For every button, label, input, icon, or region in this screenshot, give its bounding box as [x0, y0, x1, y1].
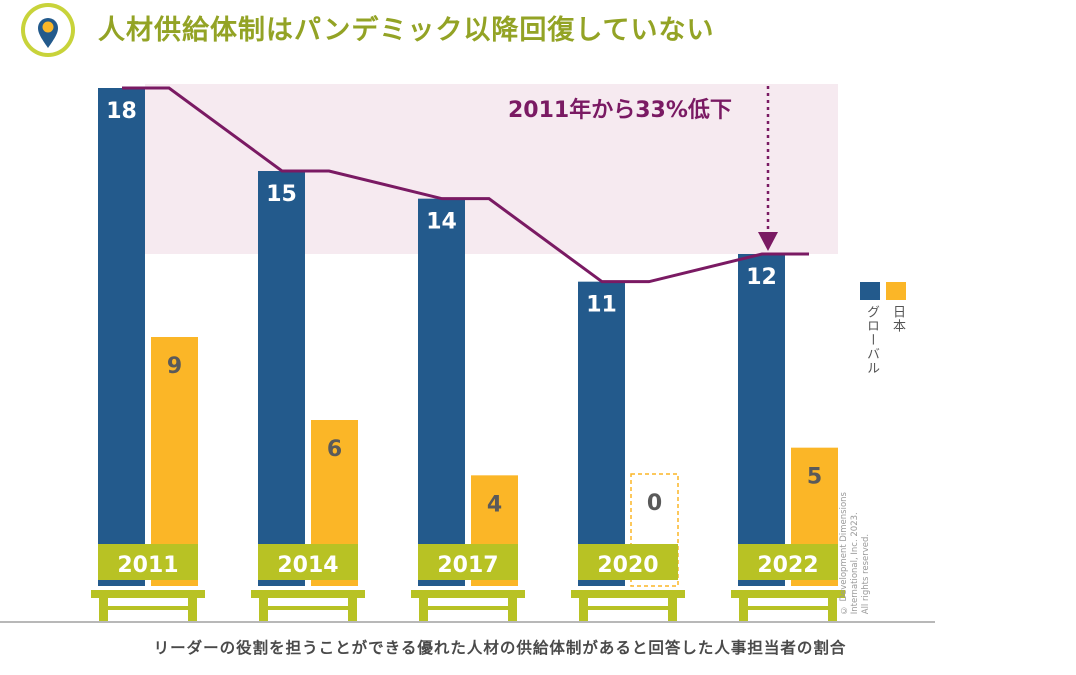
bench-leg-left-2022 — [739, 598, 748, 622]
decline-arrow-head — [758, 232, 778, 251]
map-pin-icon — [21, 3, 75, 57]
copyright-line-3: All rights reserved. — [861, 533, 871, 615]
bench-leg-left-2017 — [419, 598, 428, 622]
label-global-2011: 18 — [106, 99, 137, 124]
copyright-line-1: © Development Dimensions — [839, 492, 849, 615]
bench-brace-2011 — [108, 606, 188, 610]
year-label-2014: 2014 — [277, 553, 338, 578]
decline-annotation: 2011年から33%低下 — [508, 98, 732, 123]
bench-plate-2017 — [418, 544, 518, 580]
bench-leg-right-2014 — [348, 598, 357, 622]
bench-plate-2011 — [98, 544, 198, 580]
label-global-2022: 12 — [746, 265, 777, 290]
copyright-notice: © Development Dimensions International, … — [839, 492, 872, 614]
year-label-2011: 2011 — [117, 553, 178, 578]
copyright-line-2: International, Inc. 2023. — [850, 512, 860, 615]
decline-band — [145, 84, 838, 254]
bench-2022: 2022 — [731, 544, 845, 622]
bench-seat-2014 — [251, 590, 365, 598]
bench-leg-right-2011 — [188, 598, 197, 622]
bench-seat-2017 — [411, 590, 525, 598]
bench-plate-2020 — [578, 544, 678, 580]
bench-leg-right-2020 — [668, 598, 677, 622]
bench-brace-2022 — [748, 606, 828, 610]
label-japan-2022: 5 — [807, 465, 822, 490]
year-label-2020: 2020 — [597, 553, 658, 578]
bench-2011: 2011 — [91, 544, 205, 622]
bench-plate-2014 — [258, 544, 358, 580]
bench-brace-2017 — [428, 606, 508, 610]
bar-global-2022 — [738, 254, 785, 586]
chart-caption: リーダーの役割を担うことができる優れた人材の供給体制があると回答した人事担当者の… — [153, 639, 847, 657]
label-japan-2020: 0 — [647, 491, 662, 516]
bar-global-2020 — [578, 281, 625, 586]
bar-global-2014 — [258, 171, 305, 586]
bench-seat-2011 — [91, 590, 205, 598]
bench-leg-right-2017 — [508, 598, 517, 622]
trend-line — [122, 86, 809, 284]
legend-swatch-global — [860, 282, 880, 300]
bench-leg-left-2011 — [99, 598, 108, 622]
bench-leg-left-2014 — [259, 598, 268, 622]
label-global-2014: 15 — [266, 182, 297, 207]
bench-brace-2014 — [268, 606, 348, 610]
label-global-2017: 14 — [426, 210, 457, 235]
year-label-2017: 2017 — [437, 553, 498, 578]
bench-leg-right-2022 — [828, 598, 837, 622]
bench-leg-left-2020 — [579, 598, 588, 622]
label-global-2020: 11 — [586, 293, 617, 318]
bar-japan-2020 — [630, 473, 679, 587]
bench-2017: 2017 — [411, 544, 525, 622]
bar-global-2011 — [98, 88, 145, 586]
legend-label-japan: 日本 — [890, 305, 905, 333]
label-japan-2011: 9 — [167, 354, 182, 379]
bench-plate-2022 — [738, 544, 838, 580]
year-label-2022: 2022 — [757, 553, 818, 578]
label-japan-2017: 4 — [487, 492, 502, 517]
bar-global-2017 — [418, 198, 465, 586]
legend-label-global: グローバル — [864, 305, 879, 375]
bench-seat-2020 — [571, 590, 685, 598]
label-japan-2014: 6 — [327, 437, 342, 462]
legend-swatch-japan — [886, 282, 906, 300]
bench-seat-2022 — [731, 590, 845, 598]
page-title: 人材供給体制はパンデミック以降回復していない — [98, 15, 715, 46]
bench-brace-2020 — [588, 606, 668, 610]
bench-2020: 2020 — [571, 544, 685, 622]
bench-2014: 2014 — [251, 544, 365, 622]
